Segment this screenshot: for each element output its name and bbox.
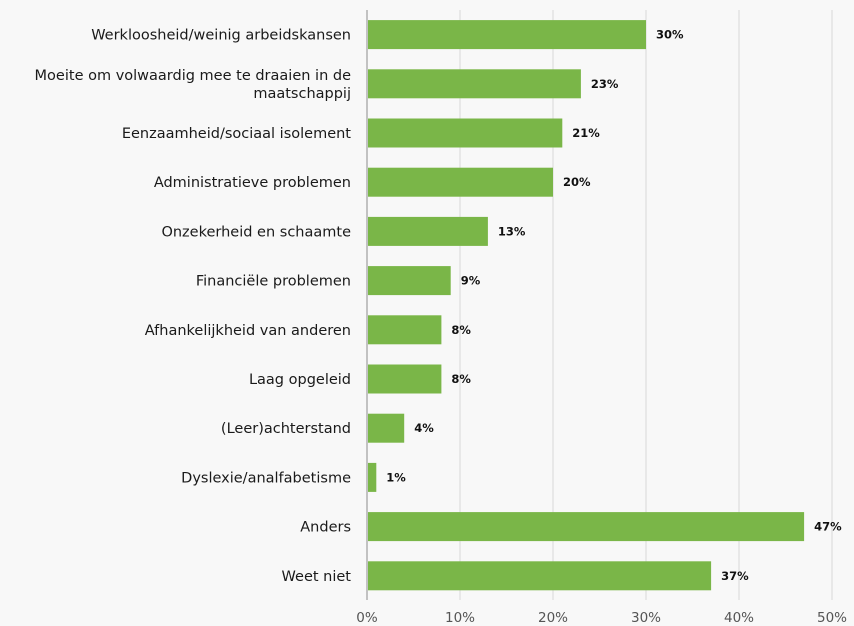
value-label: 30% <box>656 28 684 42</box>
category-label: (Leer)achterstand <box>221 421 351 437</box>
value-label: 8% <box>451 372 471 386</box>
value-label: 4% <box>414 421 434 435</box>
x-tick-labels: 0% 10% 20% 30% 40% 50% <box>356 610 847 626</box>
category-label: Anders <box>300 520 351 536</box>
category-label: Onzekerheid en schaamte <box>161 224 351 240</box>
value-label: 23% <box>591 77 619 91</box>
x-tick-label: 50% <box>817 610 847 626</box>
value-label: 37% <box>721 569 749 583</box>
x-tick-label: 30% <box>631 610 661 626</box>
bar <box>368 20 646 50</box>
x-tick-label: 20% <box>538 610 568 626</box>
category-label: Dyslexie/analfabetisme <box>181 470 351 486</box>
gridlines <box>459 10 833 600</box>
category-labels: Werkloosheid/weinig arbeidskansen Moeite … <box>35 28 352 585</box>
value-label: 13% <box>498 224 526 238</box>
value-label: 1% <box>386 470 406 484</box>
category-label: Moeite om volwaardig mee te draaien in d… <box>35 68 352 102</box>
bar <box>368 69 581 99</box>
x-tick-label: 40% <box>724 610 754 626</box>
value-label: 9% <box>461 274 481 288</box>
category-label: Weet niet <box>282 569 352 585</box>
bar <box>368 413 405 443</box>
category-label: Laag opgeleid <box>249 372 351 388</box>
value-label: 8% <box>451 323 471 337</box>
bar <box>368 364 442 394</box>
category-label: Eenzaamheid/sociaal isolement <box>122 126 351 142</box>
category-label: Afhankelijkheid van anderen <box>145 323 351 339</box>
bar <box>368 561 712 591</box>
bar <box>368 266 451 296</box>
value-labels: 30% 23% 21% 20% 13% 9% 8% 8% 4% 1% 47% 37% <box>386 28 842 583</box>
bar <box>368 118 563 148</box>
x-tick-label: 10% <box>445 610 475 626</box>
category-label: Financiële problemen <box>196 274 351 290</box>
category-label: Werkloosheid/weinig arbeidskansen <box>91 28 351 44</box>
bars <box>368 20 805 591</box>
category-label: Administratieve problemen <box>154 175 351 191</box>
bar <box>368 315 442 345</box>
value-label: 47% <box>814 520 842 534</box>
x-tick-label: 0% <box>356 610 378 626</box>
value-label: 21% <box>572 126 600 140</box>
bar <box>368 512 805 542</box>
value-label: 20% <box>563 175 591 189</box>
bar <box>368 216 488 246</box>
bar <box>368 462 377 492</box>
bar <box>368 167 553 197</box>
